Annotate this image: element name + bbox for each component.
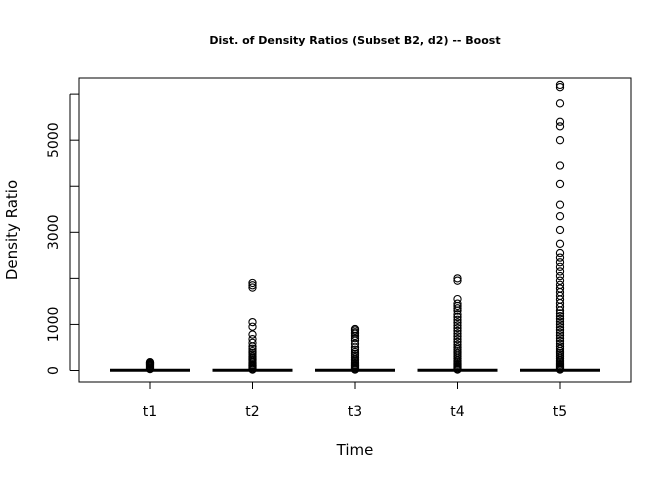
y-tick-label: 0 xyxy=(46,366,62,375)
x-axis-label: Time xyxy=(336,441,374,459)
outlier-point xyxy=(555,339,565,348)
outlier-point xyxy=(555,80,565,90)
outlier-point xyxy=(453,299,462,308)
outlier-point xyxy=(453,274,462,283)
outlier-point xyxy=(555,136,565,145)
outlier-point xyxy=(453,276,462,285)
outlier-point xyxy=(555,253,565,262)
outlier-point xyxy=(555,323,565,332)
outlier-point xyxy=(453,332,462,341)
x-tick-label: t5 xyxy=(553,404,567,420)
outlier-point xyxy=(453,312,462,322)
outlier-point xyxy=(555,280,565,289)
outlier-point xyxy=(453,343,462,352)
outlier-point xyxy=(350,334,360,343)
outlier-point xyxy=(555,200,565,209)
outlier-point xyxy=(555,225,565,235)
outlier-point xyxy=(248,346,257,356)
outlier-point xyxy=(453,310,462,319)
outlier-point xyxy=(453,304,462,313)
outlier-point xyxy=(248,344,257,353)
outlier-point xyxy=(248,322,257,331)
outlier-point xyxy=(248,281,257,290)
outlier-point xyxy=(453,318,462,327)
outlier-point xyxy=(453,326,462,336)
outlier-point xyxy=(555,344,565,353)
outlier-point xyxy=(555,336,565,346)
outlier-point xyxy=(453,329,462,338)
outlier-point xyxy=(453,337,462,347)
outlier-point xyxy=(453,323,462,333)
outlier-point xyxy=(555,331,565,340)
outlier-point xyxy=(248,330,257,339)
outlier-point xyxy=(555,314,565,324)
outlier-point xyxy=(453,315,462,324)
outlier-point xyxy=(453,321,462,330)
outlier-point xyxy=(555,248,565,258)
outlier-point xyxy=(555,334,565,343)
x-tick-label: t2 xyxy=(245,404,259,420)
outlier-point xyxy=(555,276,565,285)
outlier-point xyxy=(350,324,360,334)
y-axis: 0 1000 3000 5000 xyxy=(46,93,79,375)
outlier-point xyxy=(350,339,360,348)
outlier-point xyxy=(555,317,565,326)
outlier-point xyxy=(248,338,257,347)
outlier-point xyxy=(555,239,565,248)
outlier-point xyxy=(555,99,565,108)
outlier-point xyxy=(555,161,565,170)
outlier-point xyxy=(555,271,565,281)
outlier-point xyxy=(555,179,565,189)
chart-title: Dist. of Density Ratios (Subset B2, d2) … xyxy=(209,34,500,47)
outlier-point xyxy=(555,342,565,351)
outlier-point xyxy=(555,212,565,221)
x-tick-label: t3 xyxy=(348,404,362,420)
outlier-point xyxy=(555,325,565,335)
y-tick-label: 3000 xyxy=(46,214,62,250)
y-tick-label: 5000 xyxy=(46,122,62,158)
x-tick-label: t4 xyxy=(450,404,464,420)
outlier-point xyxy=(145,358,155,367)
outlier-point xyxy=(555,309,565,318)
outlier-point xyxy=(555,122,565,131)
x-axis: t1 t2 t3 t4 t5 xyxy=(143,381,567,420)
outlier-point xyxy=(453,294,462,304)
outlier-point xyxy=(555,267,565,276)
outlier-point xyxy=(350,345,360,354)
outlier-point xyxy=(248,283,257,292)
outlier-point xyxy=(555,262,565,271)
outlier-point xyxy=(555,117,565,126)
outlier-point xyxy=(350,347,360,357)
x-tick-label: t1 xyxy=(143,404,157,420)
y-tick-label: 1000 xyxy=(46,307,62,343)
y-axis-label: Density Ratio xyxy=(3,180,21,280)
outlier-point xyxy=(555,311,565,321)
outlier-point xyxy=(248,335,257,344)
outlier-point xyxy=(453,340,462,349)
outlier-point xyxy=(555,258,565,267)
outlier-point xyxy=(555,328,565,337)
outlier-point xyxy=(248,278,257,288)
outlier-point xyxy=(248,317,257,327)
plot-marks xyxy=(110,80,600,374)
outlier-point xyxy=(555,83,565,92)
outlier-point xyxy=(555,284,565,293)
outlier-point xyxy=(453,335,462,344)
outlier-point xyxy=(555,320,565,329)
